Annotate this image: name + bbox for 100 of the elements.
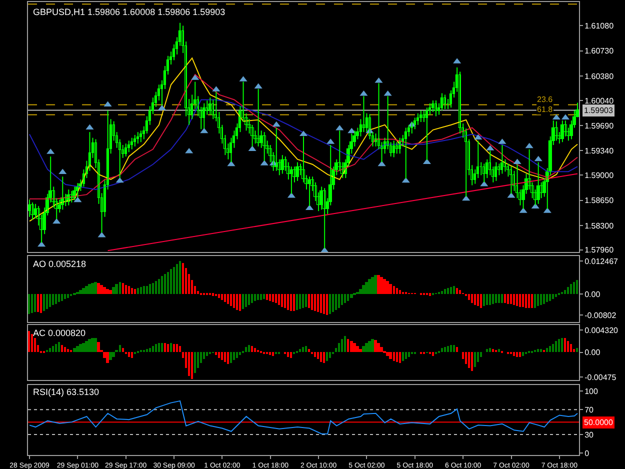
bar	[281, 294, 283, 308]
bar	[450, 344, 452, 352]
bar	[224, 352, 226, 362]
bar	[368, 279, 371, 294]
bar	[146, 286, 148, 294]
bar	[405, 352, 407, 359]
bar	[558, 338, 560, 352]
bar	[356, 346, 359, 352]
y-tick-label: -0.00802	[584, 310, 617, 320]
bar	[55, 294, 57, 304]
bar	[302, 346, 304, 352]
point	[185, 148, 194, 154]
bar	[320, 294, 322, 314]
bar	[134, 289, 136, 294]
bar	[522, 352, 524, 356]
bar	[85, 340, 88, 352]
bar	[567, 340, 569, 352]
bar	[239, 352, 241, 355]
bar	[272, 294, 274, 302]
line-series	[29, 74, 578, 200]
bar	[456, 288, 458, 294]
bar	[474, 294, 476, 306]
bar	[299, 348, 301, 352]
bar	[115, 284, 118, 294]
bar	[287, 352, 289, 357]
y-tick-label: 1.60040	[584, 96, 614, 106]
bar	[194, 352, 196, 373]
y-tick-label: 0.004320	[584, 326, 619, 335]
bar	[269, 352, 271, 355]
bar	[314, 294, 316, 312]
bar	[269, 294, 271, 302]
bar	[537, 294, 539, 306]
bar	[453, 344, 455, 352]
y-tick-label: 0.00	[584, 290, 601, 299]
bar	[525, 294, 527, 308]
bar	[498, 348, 500, 352]
bar	[338, 342, 340, 352]
bar	[112, 352, 115, 357]
bar	[67, 294, 69, 298]
bar	[131, 352, 133, 358]
bar	[119, 344, 121, 352]
bar	[257, 294, 259, 300]
bar	[221, 352, 223, 360]
bar	[359, 289, 362, 294]
bar	[179, 261, 181, 294]
point	[272, 121, 280, 127]
bar	[152, 346, 154, 352]
bar	[501, 294, 503, 304]
bar	[320, 352, 322, 362]
bar	[528, 294, 530, 308]
bar	[396, 352, 398, 362]
bar	[76, 346, 79, 352]
bar	[236, 352, 238, 358]
bar	[245, 294, 247, 308]
bar	[164, 342, 166, 352]
bar	[206, 352, 208, 356]
bar	[323, 352, 325, 363]
bar	[441, 348, 443, 352]
bar	[504, 294, 506, 304]
bar	[365, 282, 368, 294]
bar	[368, 340, 371, 352]
bar	[326, 294, 328, 316]
bar	[549, 294, 551, 302]
bar	[329, 352, 331, 358]
point	[227, 160, 236, 166]
bar	[576, 348, 578, 352]
bar	[287, 294, 289, 310]
point	[254, 83, 262, 89]
bar	[58, 294, 60, 302]
bar	[555, 294, 557, 298]
bar	[326, 352, 328, 361]
bar	[429, 293, 431, 296]
y-tick-label: 0.00	[584, 348, 601, 358]
y-tick-label: 1.58650	[584, 196, 614, 206]
point	[525, 142, 534, 148]
bar	[109, 290, 112, 294]
bar	[173, 344, 175, 352]
annotation: 61.8	[537, 105, 554, 114]
bar	[477, 294, 479, 306]
bar	[254, 294, 256, 302]
bar	[408, 352, 410, 357]
bar	[97, 283, 100, 294]
bar	[155, 281, 157, 294]
bar	[489, 294, 491, 306]
bar	[332, 294, 334, 312]
bar	[170, 342, 172, 352]
bar	[564, 290, 566, 294]
bar	[347, 294, 349, 302]
bar	[203, 352, 205, 359]
bar	[28, 294, 30, 314]
bar	[227, 352, 229, 364]
bar	[64, 294, 66, 300]
bar	[380, 346, 383, 352]
bar	[233, 352, 235, 360]
point	[38, 241, 46, 247]
bar	[314, 352, 316, 357]
bar	[519, 294, 521, 308]
bar	[513, 352, 515, 356]
bar	[555, 340, 557, 352]
bar	[119, 282, 121, 294]
